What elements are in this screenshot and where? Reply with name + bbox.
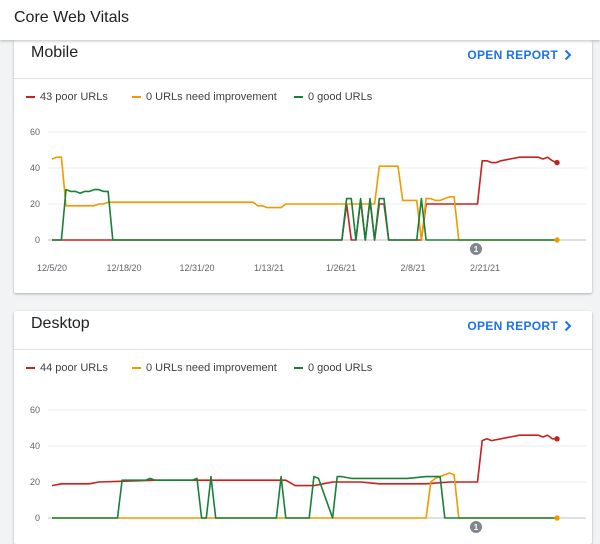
x-tick-label: 1/13/21 xyxy=(254,263,284,273)
x-tick-label: 2/21/21 xyxy=(470,263,500,273)
legend-label[interactable]: 0 URLs need improvement xyxy=(146,362,277,374)
y-tick-label: 40 xyxy=(30,163,40,173)
x-tick-label: 12/5/20 xyxy=(37,263,67,273)
y-tick-label: 20 xyxy=(30,477,40,487)
legend-label[interactable]: 0 good URLs xyxy=(308,91,373,103)
y-tick-label: 40 xyxy=(30,441,40,451)
series-end-marker xyxy=(554,515,560,521)
series-line[interactable] xyxy=(52,475,557,519)
y-tick-label: 0 xyxy=(35,513,40,523)
chevron-right-icon xyxy=(564,49,572,61)
series-end-marker xyxy=(554,436,560,442)
mobile-chart: 43 poor URLs 0 URLs need improvement 0 goo… xyxy=(26,91,586,273)
series-end-marker xyxy=(554,237,560,243)
desktop-card-title: Desktop xyxy=(31,315,90,332)
x-tick-label: 12/31/20 xyxy=(179,263,214,273)
y-tick-label: 60 xyxy=(30,127,40,137)
annotation-number: 1 xyxy=(474,523,479,532)
page-title: Core Web Vitals xyxy=(14,9,130,26)
top-bar: Core Web Vitals xyxy=(0,0,600,40)
legend-label[interactable]: 44 poor URLs xyxy=(40,362,108,374)
mobile-card: Mobile OPEN REPORT 43 poor URLs 0 URLs ne… xyxy=(14,40,592,293)
mobile-card-header: Mobile OPEN REPORT xyxy=(14,40,592,79)
y-tick-label: 20 xyxy=(30,199,40,209)
legend-label[interactable]: 0 URLs need improvement xyxy=(146,91,277,103)
series-end-marker xyxy=(554,159,560,166)
annotation-number: 1 xyxy=(474,245,479,254)
x-tick-label: 1/26/21 xyxy=(326,263,356,273)
desktop-open-report-button[interactable]: OPEN REPORT xyxy=(467,319,572,333)
x-tick-label: 12/18/20 xyxy=(106,263,141,273)
legend-label[interactable]: 43 poor URLs xyxy=(40,91,108,103)
legend-label[interactable]: 0 good URLs xyxy=(308,362,373,374)
chevron-right-icon xyxy=(564,320,572,332)
desktop-card: Desktop OPEN REPORT 44 poor URLs 0 URLs n… xyxy=(14,311,592,544)
annotation-badge[interactable]: 1 xyxy=(470,521,482,533)
desktop-card-header: Desktop OPEN REPORT xyxy=(14,311,592,350)
open-report-label: OPEN REPORT xyxy=(467,319,558,333)
mobile-open-report-button[interactable]: OPEN REPORT xyxy=(467,48,572,62)
open-report-label: OPEN REPORT xyxy=(467,48,558,62)
x-tick-label: 2/8/21 xyxy=(400,263,425,273)
annotation-badge[interactable]: 1 xyxy=(470,243,482,255)
series-line[interactable] xyxy=(52,156,558,241)
series-line[interactable] xyxy=(51,434,557,487)
series-line[interactable] xyxy=(52,188,557,241)
mobile-card-title: Mobile xyxy=(31,44,79,61)
desktop-chart: 44 poor URLs 0 URLs need improvement 0 goo… xyxy=(26,362,586,533)
y-tick-label: 60 xyxy=(30,405,40,415)
y-tick-label: 0 xyxy=(35,235,40,245)
